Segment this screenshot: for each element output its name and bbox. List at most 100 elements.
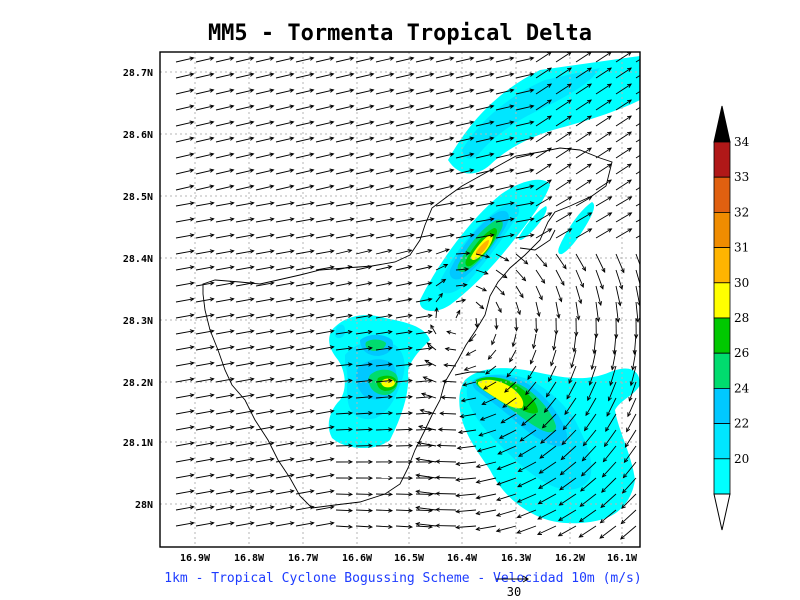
wind-vector-shaft — [475, 121, 494, 127]
wind-vector-head — [607, 212, 613, 217]
wind-vector-head — [309, 152, 315, 157]
wind-vector-shaft — [458, 429, 477, 433]
wind-vector-shaft — [416, 490, 437, 495]
wind-vector-shaft — [195, 298, 214, 303]
colorbar-segment — [713, 247, 731, 284]
wind-vector-head — [509, 120, 515, 125]
wind-vector-shaft — [475, 269, 488, 275]
wind-vector-head — [249, 233, 255, 238]
wind-vector-head — [489, 152, 495, 157]
colorbar-segment — [713, 423, 731, 460]
wind-vector-shaft — [195, 506, 214, 511]
wind-vector-shaft — [623, 461, 637, 478]
wind-vector-shaft — [476, 477, 497, 483]
wind-vector-shaft — [175, 89, 194, 95]
wind-vector-head — [387, 346, 393, 351]
wind-vector-shaft — [175, 330, 194, 335]
wind-vector-head — [269, 505, 275, 510]
wind-vector-head — [529, 168, 535, 173]
wind-vector-shaft — [595, 131, 612, 143]
wind-vector-shaft — [555, 147, 572, 159]
wind-vector-shaft — [595, 228, 612, 239]
wind-vector-head — [329, 489, 335, 494]
wind-vector-head — [289, 88, 295, 93]
wind-vector-head — [209, 136, 215, 141]
wind-vector-shaft — [559, 493, 577, 506]
wind-vector-head — [209, 88, 215, 93]
wind-vector-shaft — [515, 301, 521, 315]
wind-vector-head — [309, 88, 315, 93]
wind-vector-shaft — [595, 301, 599, 322]
wind-vector-head — [229, 56, 235, 61]
wind-vector-shaft — [255, 394, 274, 399]
wind-vector-shaft — [195, 314, 214, 319]
wind-vector-shaft — [555, 212, 572, 223]
wind-vector-head — [289, 313, 295, 318]
wind-vector-head — [561, 440, 567, 446]
wind-vector-head — [229, 393, 235, 398]
wind-vector-head — [489, 104, 495, 109]
wind-vector-shaft — [355, 396, 372, 399]
wind-vector-head — [229, 281, 235, 286]
wind-vector-shaft — [515, 105, 534, 111]
wind-vector-shaft — [506, 365, 517, 378]
wind-vector-head — [647, 164, 651, 168]
wind-vector-head — [229, 313, 235, 318]
wind-vector-shaft — [375, 57, 394, 63]
wind-vector-shaft — [355, 379, 372, 383]
wind-vector-head — [587, 83, 592, 88]
wind-vector-head — [368, 508, 374, 513]
wind-vector-head — [209, 249, 215, 254]
wind-vector-shaft — [488, 349, 497, 360]
wind-vector-head — [309, 168, 315, 173]
wind-vector-head — [249, 425, 255, 430]
wind-vector-head — [408, 443, 414, 448]
wind-vector-head — [429, 104, 435, 109]
wind-vector-head — [189, 168, 195, 173]
wind-vector-shaft — [435, 477, 457, 479]
wind-vector-head — [415, 505, 421, 511]
wind-vector-head — [209, 104, 215, 109]
wind-vector-shaft — [435, 137, 454, 143]
wind-vector-shaft — [515, 234, 534, 239]
wind-vector-head — [475, 510, 481, 516]
wind-vector-shaft — [255, 153, 274, 159]
colorbar-label: 30 — [734, 276, 749, 290]
wind-vector-head — [475, 463, 481, 469]
wind-vector-head — [601, 472, 607, 478]
wind-vector-shaft — [295, 105, 314, 111]
wind-vector-shaft — [295, 490, 314, 495]
wind-vector-head — [269, 104, 275, 109]
wind-vector-head — [559, 486, 564, 491]
wind-vector-shaft — [635, 58, 640, 63]
wind-vector-shaft — [215, 442, 234, 447]
wind-vector-head — [521, 421, 526, 427]
wind-vector-head — [329, 72, 335, 77]
wind-vector-head — [388, 411, 394, 416]
wind-vector-shaft — [515, 57, 534, 63]
wind-vector-shaft — [475, 234, 494, 239]
wind-vector-shaft — [416, 474, 437, 479]
wind-vector-head — [409, 201, 415, 206]
wind-vector-head — [440, 395, 446, 400]
wind-vector-shaft — [215, 490, 234, 495]
wind-vector-shaft — [335, 153, 354, 159]
plot-area — [160, 52, 651, 547]
wind-vector-shaft — [295, 314, 314, 319]
wind-vector-shaft — [635, 186, 640, 191]
wind-vector-head — [229, 377, 235, 382]
wind-vector-shaft — [456, 461, 477, 465]
wind-vector-head — [469, 88, 475, 93]
wind-vector-head — [408, 394, 413, 400]
wind-vector-shaft — [555, 179, 572, 191]
wind-vector-head — [289, 393, 295, 398]
wind-vector-head — [556, 313, 561, 319]
wind-vector-head — [409, 56, 415, 61]
wind-vector-shaft — [613, 333, 617, 354]
wind-vector-head — [309, 281, 315, 286]
wind-vector-shaft — [627, 397, 637, 417]
wind-vector-head — [578, 517, 584, 523]
wind-vector-shaft — [415, 169, 434, 175]
wind-vector-shaft — [315, 89, 334, 95]
wind-vector-head — [590, 365, 595, 371]
